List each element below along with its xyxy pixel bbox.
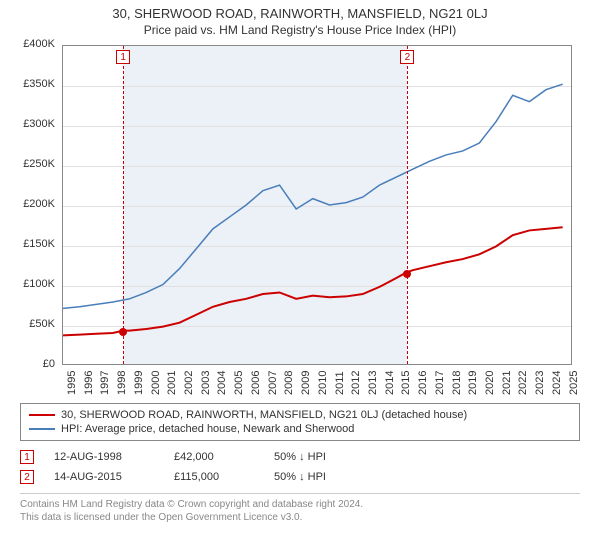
x-axis-label: 2008 [283,371,295,395]
x-axis-label: 2024 [551,371,563,395]
legend-swatch [29,428,55,430]
event-row: 1 12-AUG-1998 £42,000 50% ↓ HPI [20,447,580,467]
x-axis-label: 2025 [568,371,580,395]
event-note: 50% ↓ HPI [274,471,326,483]
page-subtitle: Price paid vs. HM Land Registry's House … [0,23,600,45]
event-date: 12-AUG-1998 [54,451,154,463]
event-marker-box: 1 [116,50,130,64]
y-axis-label: £200K [0,198,55,210]
page-title: 30, SHERWOOD ROAD, RAINWORTH, MANSFIELD,… [0,0,600,23]
event-row: 2 14-AUG-2015 £115,000 50% ↓ HPI [20,467,580,487]
x-axis-label: 2007 [267,371,279,395]
x-axis-label: 1997 [99,371,111,395]
event-number-box: 1 [20,450,34,464]
chart: 12 £0£50K£100K£150K£200K£250K£300K£350K£… [20,45,580,395]
event-price: £42,000 [174,451,254,463]
footer-line-2: This data is licensed under the Open Gov… [20,511,580,524]
x-axis-label: 2006 [250,371,262,395]
x-axis-label: 2019 [467,371,479,395]
y-axis-label: £250K [0,158,55,170]
x-axis-label: 1996 [83,371,95,395]
event-date: 14-AUG-2015 [54,471,154,483]
event-marker-box: 2 [400,50,414,64]
y-axis-label: £400K [0,38,55,50]
x-axis-label: 2022 [517,371,529,395]
legend-label: HPI: Average price, detached house, Newa… [61,423,354,435]
legend-item: HPI: Average price, detached house, Newa… [29,422,571,436]
footer-line-1: Contains HM Land Registry data © Crown c… [20,498,580,511]
x-axis-label: 2020 [484,371,496,395]
x-axis-label: 2002 [183,371,195,395]
line-series [63,46,571,364]
x-axis-label: 2001 [166,371,178,395]
x-axis-label: 2014 [384,371,396,395]
event-number-box: 2 [20,470,34,484]
x-axis-label: 2000 [150,371,162,395]
x-axis-label: 2013 [367,371,379,395]
legend-swatch [29,414,55,416]
event-vline [407,46,408,364]
x-axis-label: 2009 [300,371,312,395]
x-axis-label: 2005 [233,371,245,395]
legend-item: 30, SHERWOOD ROAD, RAINWORTH, MANSFIELD,… [29,408,571,422]
y-axis-label: £50K [0,318,55,330]
y-axis-label: £100K [0,278,55,290]
x-axis-label: 2023 [534,371,546,395]
x-axis-label: 2010 [317,371,329,395]
footer: Contains HM Land Registry data © Crown c… [20,493,580,524]
x-axis-label: 2016 [417,371,429,395]
legend: 30, SHERWOOD ROAD, RAINWORTH, MANSFIELD,… [20,403,580,441]
x-axis-label: 2017 [434,371,446,395]
x-axis-label: 2015 [400,371,412,395]
plot-area: 12 [62,45,572,365]
event-dot [403,270,411,278]
y-axis-label: £300K [0,118,55,130]
legend-label: 30, SHERWOOD ROAD, RAINWORTH, MANSFIELD,… [61,409,467,421]
x-axis-label: 2003 [200,371,212,395]
x-axis-label: 2011 [334,371,346,395]
event-vline [123,46,124,364]
x-axis-label: 2021 [501,371,513,395]
x-axis-label: 1998 [116,371,128,395]
y-axis-label: £0 [0,358,55,370]
y-axis-label: £150K [0,238,55,250]
event-note: 50% ↓ HPI [274,451,326,463]
series-hpi [63,84,563,308]
event-price: £115,000 [174,471,254,483]
event-dot [119,328,127,336]
x-axis-label: 1999 [133,371,145,395]
series-price_paid [63,227,563,335]
x-axis-label: 1995 [66,371,78,395]
events-table: 1 12-AUG-1998 £42,000 50% ↓ HPI 2 14-AUG-2015… [20,447,580,487]
x-axis-label: 2018 [451,371,463,395]
x-axis-label: 2004 [216,371,228,395]
x-axis-label: 2012 [350,371,362,395]
y-axis-label: £350K [0,78,55,90]
